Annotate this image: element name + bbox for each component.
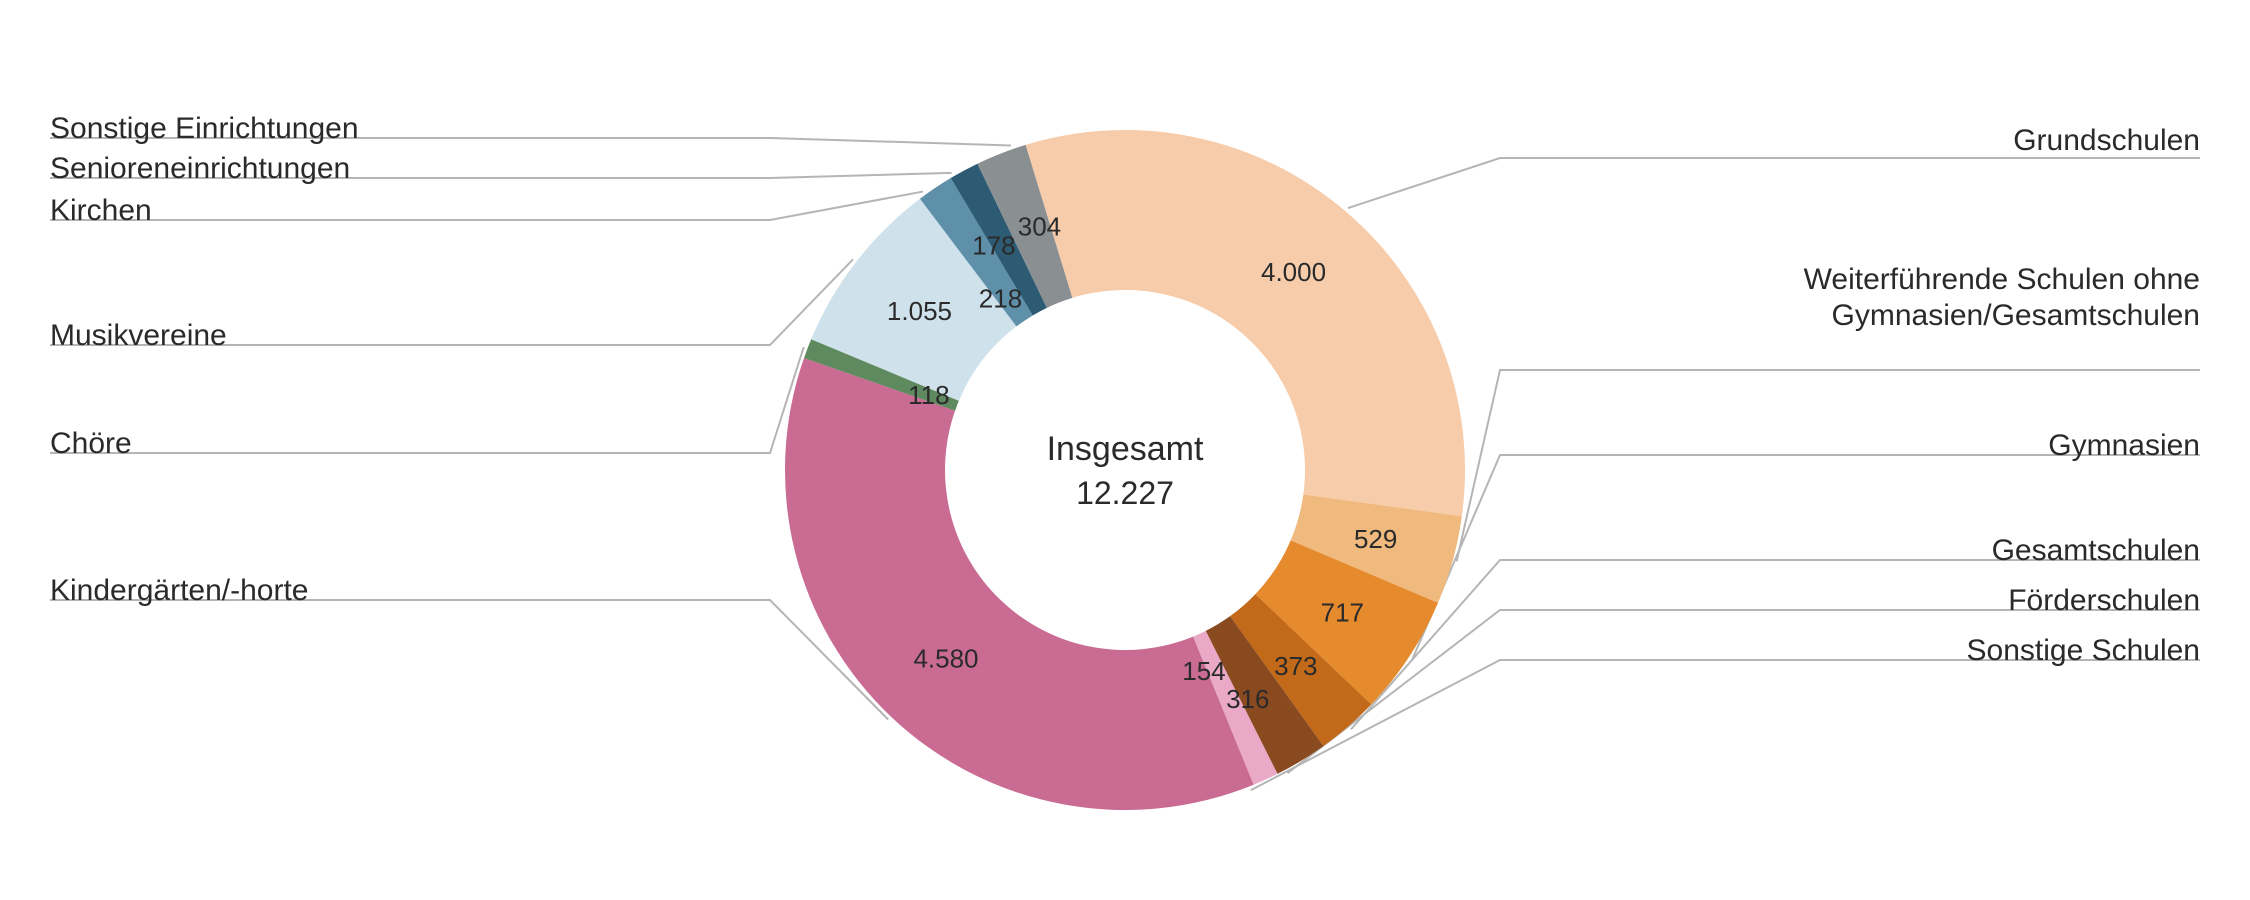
label-musikvereine: Musikvereine — [50, 319, 227, 352]
value-gesamtschulen: 373 — [1274, 651, 1317, 681]
value-grundschulen: 4.000 — [1261, 257, 1326, 287]
value-musikvereine: 1.055 — [887, 296, 952, 326]
label-choere: Chöre — [50, 427, 132, 460]
center-title: Insgesamt — [1047, 430, 1204, 468]
leader-choere — [50, 347, 804, 453]
value-foerderschulen: 316 — [1226, 684, 1269, 714]
leader-kindergaerten — [50, 600, 888, 719]
value-sonstige-schulen: 154 — [1182, 656, 1225, 686]
label-foerderschulen: Förderschulen — [2008, 584, 2200, 617]
leader-weiterfuehrende — [1457, 370, 2200, 561]
label-weiterfuehrende: Weiterführende Schulen ohneGymnasien/Ges… — [1804, 263, 2200, 332]
value-choere: 118 — [908, 380, 949, 410]
value-senioreneinrichtungen: 178 — [972, 230, 1015, 260]
value-weiterfuehrende: 529 — [1354, 524, 1397, 554]
center-value: 12.227 — [1076, 475, 1174, 511]
label-sonstige-einrichtungen: Sonstige Einrichtungen — [50, 112, 359, 145]
label-gesamtschulen: Gesamtschulen — [1992, 534, 2200, 567]
leader-sonstige-schulen — [1251, 660, 2200, 790]
leader-grundschulen — [1348, 158, 2200, 208]
label-gymnasien: Gymnasien — [2048, 429, 2200, 462]
value-gymnasien: 717 — [1321, 598, 1364, 628]
label-kirchen: Kirchen — [50, 194, 152, 227]
value-kindergaerten: 4.580 — [913, 644, 978, 674]
label-senioreneinrichtungen: Senioreneinrichtungen — [50, 152, 350, 185]
label-grundschulen: Grundschulen — [2013, 124, 2200, 157]
leader-kirchen — [50, 192, 923, 220]
slice-kindergaerten — [785, 358, 1254, 810]
value-kirchen: 218 — [979, 283, 1022, 313]
value-sonstige-einrichtungen: 304 — [1018, 212, 1061, 242]
donut-chart: 4.000 529 717373316154 4.580 118 1.055 218 1783… — [0, 0, 2250, 900]
label-kindergaerten: Kindergärten/-horte — [50, 574, 309, 607]
label-sonstige-schulen: Sonstige Schulen — [1967, 634, 2201, 667]
slices — [785, 130, 1465, 810]
